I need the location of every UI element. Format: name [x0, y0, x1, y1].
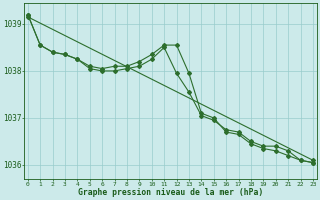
X-axis label: Graphe pression niveau de la mer (hPa): Graphe pression niveau de la mer (hPa)	[78, 188, 263, 197]
